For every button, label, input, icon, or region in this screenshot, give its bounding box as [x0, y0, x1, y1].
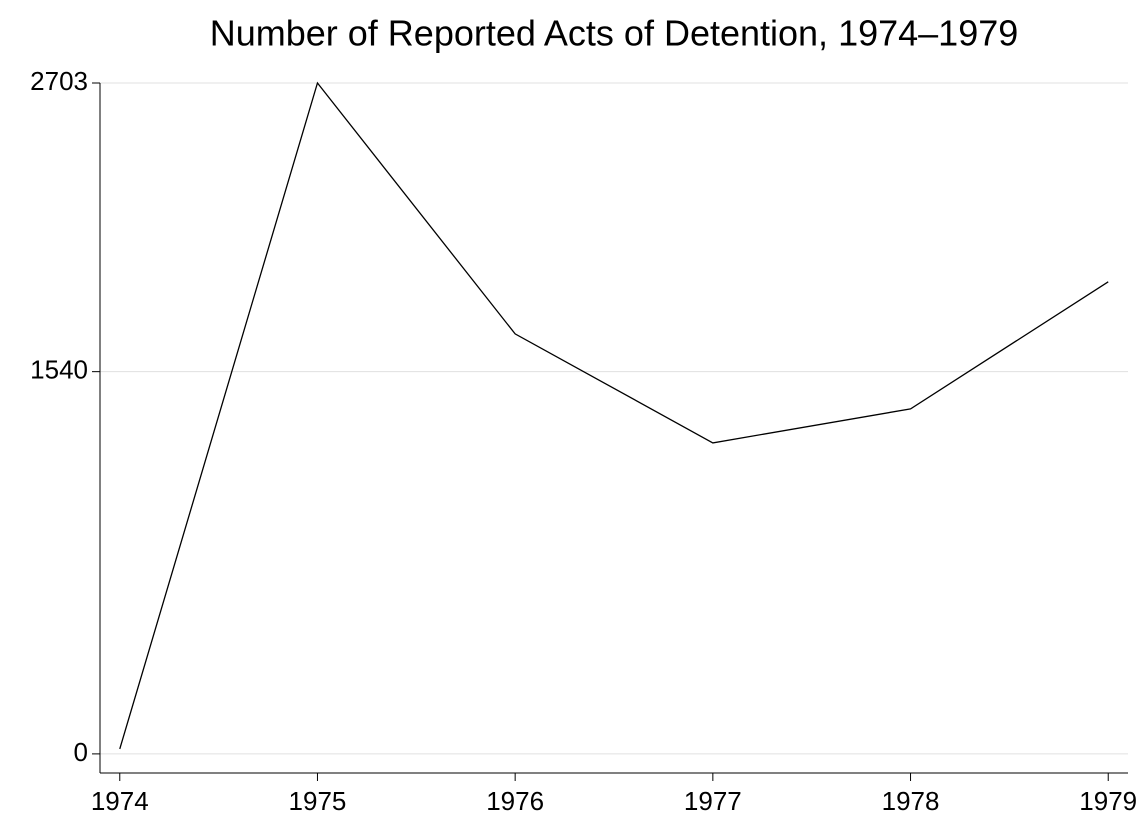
- x-tick-label: 1977: [684, 786, 742, 816]
- x-tick-label: 1975: [289, 786, 347, 816]
- chart-title: Number of Reported Acts of Detention, 19…: [210, 13, 1019, 54]
- line-series: [119, 81, 1109, 750]
- x-tick-label: 1976: [486, 786, 544, 816]
- y-tick-label: 0: [74, 737, 88, 767]
- y-tick-label: 2703: [30, 66, 88, 96]
- x-tick-label: 1979: [1079, 786, 1137, 816]
- x-tick-label: 1974: [91, 786, 149, 816]
- y-tick-label: 1540: [30, 355, 88, 385]
- x-tick-label: 1978: [882, 786, 940, 816]
